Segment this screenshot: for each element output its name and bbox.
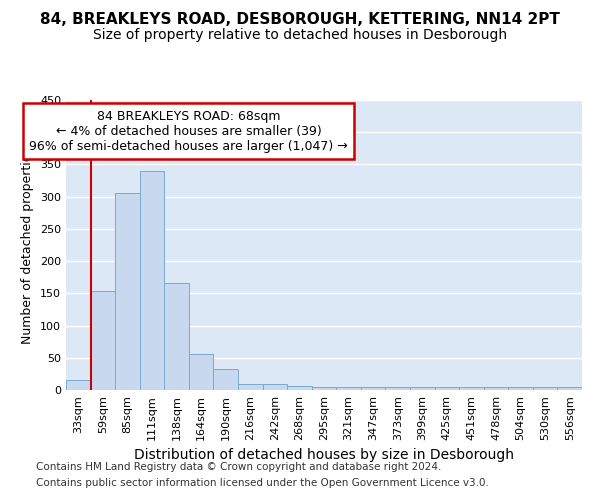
Text: Contains public sector information licensed under the Open Government Licence v3: Contains public sector information licen… (36, 478, 489, 488)
Text: Contains HM Land Registry data © Crown copyright and database right 2024.: Contains HM Land Registry data © Crown c… (36, 462, 442, 472)
Bar (214, 368, 238, 390)
Bar (115, 194, 140, 390)
Text: 84 BREAKLEYS ROAD: 68sqm
← 4% of detached houses are smaller (39)
96% of semi-de: 84 BREAKLEYS ROAD: 68sqm ← 4% of detache… (29, 110, 348, 152)
Bar (238, 384, 263, 390)
Bar (410, 388, 434, 390)
Bar (385, 388, 410, 390)
Bar (140, 171, 164, 390)
Bar (164, 283, 189, 390)
Bar (263, 384, 287, 390)
Y-axis label: Number of detached properties: Number of detached properties (22, 146, 34, 344)
X-axis label: Distribution of detached houses by size in Desborough: Distribution of detached houses by size … (134, 448, 514, 462)
Bar (91, 292, 115, 390)
Bar (189, 354, 214, 390)
Bar (312, 388, 336, 390)
Bar (557, 387, 582, 390)
Text: Size of property relative to detached houses in Desborough: Size of property relative to detached ho… (93, 28, 507, 42)
Bar (336, 388, 361, 390)
Bar (484, 388, 508, 390)
Bar (287, 386, 312, 390)
Bar (533, 388, 557, 390)
Bar (66, 380, 91, 390)
Bar (459, 388, 484, 390)
Text: 84, BREAKLEYS ROAD, DESBOROUGH, KETTERING, NN14 2PT: 84, BREAKLEYS ROAD, DESBOROUGH, KETTERIN… (40, 12, 560, 28)
Bar (434, 388, 459, 390)
Bar (361, 388, 385, 390)
Bar (508, 388, 533, 390)
